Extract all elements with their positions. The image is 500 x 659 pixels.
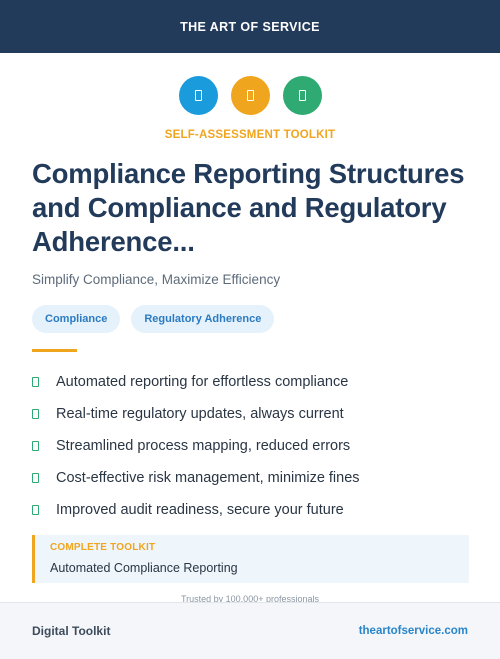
brand-name: THE ART OF SERVICE (180, 19, 320, 34)
check-icon (32, 441, 39, 451)
document-icon-orange (230, 76, 270, 115)
feature-item: Automated reporting for effortless compl… (32, 366, 472, 398)
callout-label: COMPLETE TOOLKIT (50, 542, 156, 553)
tag-regulatory-adherence: Regulatory Adherence (131, 305, 275, 333)
check-icon (32, 409, 39, 419)
footer: Digital Toolkit theartofservice.com (0, 602, 500, 659)
feature-text: Cost-effective risk management, minimize… (56, 470, 360, 486)
page-title: Compliance Reporting Structures and Comp… (32, 158, 465, 257)
feature-item: Streamlined process mapping, reduced err… (32, 430, 472, 462)
feature-text: Real-time regulatory updates, always cur… (56, 406, 344, 422)
footer-label: Digital Toolkit (32, 624, 111, 638)
feature-item: Improved audit readiness, secure your fu… (32, 494, 472, 526)
feature-text: Improved audit readiness, secure your fu… (56, 502, 344, 518)
feature-item: Cost-effective risk management, minimize… (32, 462, 472, 494)
header-bar: THE ART OF SERVICE (0, 0, 500, 53)
document-icon-blue (178, 76, 218, 115)
tag-list: Compliance Regulatory Adherence (32, 305, 275, 333)
icon-row (0, 76, 500, 115)
feature-list: Automated reporting for effortless compl… (32, 366, 472, 526)
trusted-note: Trusted by 100,000+ professionals (180, 594, 319, 602)
check-icon (32, 505, 39, 515)
feature-text: Streamlined process mapping, reduced err… (56, 438, 351, 454)
toolkit-callout: COMPLETE TOOLKIT Automated Compliance Re… (32, 535, 469, 583)
feature-text: Automated reporting for effortless compl… (56, 374, 349, 390)
check-icon (32, 377, 39, 387)
accent-divider (32, 349, 77, 352)
callout-text: Automated Compliance Reporting (50, 561, 238, 575)
tag-compliance: Compliance (32, 305, 121, 333)
document-icon-green (282, 76, 322, 115)
check-icon (32, 473, 39, 483)
website-link[interactable]: theartofservice.com (358, 625, 468, 637)
kicker-label: SELF-ASSESSMENT TOOLKIT (164, 129, 336, 141)
feature-item: Real-time regulatory updates, always cur… (32, 398, 472, 430)
subtitle: Simplify Compliance, Maximize Efficiency (32, 272, 281, 287)
